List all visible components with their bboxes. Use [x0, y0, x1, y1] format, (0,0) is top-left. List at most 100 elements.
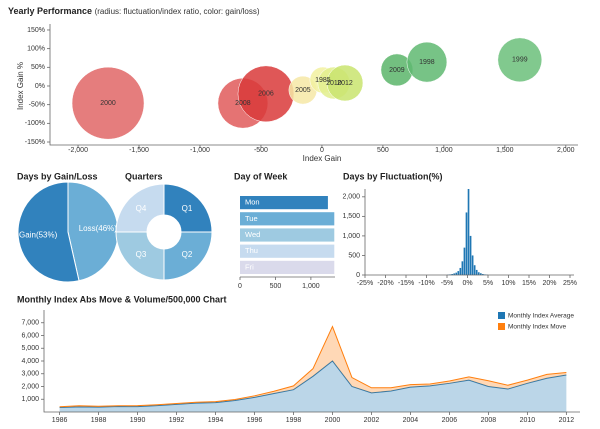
slice-label: Q4 — [136, 204, 147, 213]
x-tick-label: -10% — [418, 280, 434, 287]
y-tick-label: 100% — [27, 45, 45, 52]
hist-bar — [455, 272, 458, 275]
hist-bar — [461, 261, 464, 275]
x-tick-label: 2012 — [559, 417, 575, 424]
y-tick-label: 0% — [35, 83, 45, 90]
hist-bar — [451, 274, 453, 275]
row-bar — [240, 212, 335, 226]
hist-bar — [480, 273, 482, 275]
x-tick-label: 5% — [483, 280, 493, 287]
hist-bar — [453, 273, 455, 275]
title: Yearly Performance — [8, 6, 92, 16]
bubble — [406, 41, 448, 83]
bubble-label: 1985 — [315, 77, 331, 84]
slice — [163, 231, 213, 281]
x-tick-label: 2008 — [481, 417, 497, 424]
x-tick-label: 2,000 — [557, 147, 575, 154]
slice-label: Gain(53%) — [19, 230, 58, 239]
x-tick-label: 2002 — [364, 417, 380, 424]
hist-bar — [477, 272, 480, 275]
bubble — [497, 37, 543, 83]
x-tick-label: -15% — [398, 280, 414, 287]
line — [59, 360, 567, 409]
hist-bar — [467, 189, 470, 275]
y-tick-label: 2,000 — [21, 383, 39, 390]
slice — [115, 231, 165, 281]
hist-bar — [471, 255, 474, 275]
hist-bar — [482, 274, 484, 275]
y-tick-label: 1,500 — [342, 213, 360, 220]
slice-label: Loss(46%) — [79, 224, 118, 233]
y-tick-label: 0 — [356, 272, 360, 279]
x-tick-label: 0% — [462, 280, 472, 287]
legend-label: Monthly Index Move — [508, 324, 567, 331]
row-bar — [240, 244, 335, 258]
chart-title: Monthly Index Abs Move & Volume/500,000 … — [17, 294, 227, 304]
chart-title: Quarters — [125, 171, 163, 181]
axis — [364, 189, 574, 276]
row-label: Fri — [245, 262, 254, 271]
legend-swatch — [498, 312, 505, 319]
bubble — [326, 64, 364, 102]
x-tick-label: 1,500 — [496, 147, 514, 154]
x-tick-label: 1994 — [208, 417, 224, 424]
y-tick-label: -150% — [25, 139, 45, 146]
y-axis-label: Index Gain % — [16, 62, 25, 110]
slice-label: Q1 — [182, 204, 193, 213]
hist-bar — [459, 267, 462, 275]
slice — [17, 181, 80, 283]
line — [59, 325, 567, 408]
x-tick-label: -1,000 — [190, 147, 210, 154]
x-tick-label: 2006 — [442, 417, 458, 424]
bubble-label: 1999 — [512, 57, 528, 64]
x-tick-label: 25% — [563, 280, 577, 287]
row-label: Thu — [245, 246, 258, 255]
axis — [43, 310, 580, 413]
x-tick-label: 1986 — [52, 417, 68, 424]
row-label: Mon — [245, 198, 260, 207]
slice — [115, 183, 165, 233]
hist-bar — [463, 247, 466, 275]
bubble-label: 2000 — [100, 100, 116, 107]
x-tick-label: -5% — [441, 280, 453, 287]
x-tick-label: 1990 — [130, 417, 146, 424]
x-tick-label: 2000 — [325, 417, 341, 424]
bubble-label: 2008 — [235, 100, 251, 107]
x-tick-label: 1996 — [247, 417, 263, 424]
row-label: Wed — [245, 230, 260, 239]
chart-title: Day of Week — [234, 171, 288, 181]
slice — [163, 183, 213, 233]
bubble-label: 2006 — [258, 91, 274, 98]
y-tick-label: 150% — [27, 27, 45, 34]
x-tick-label: 1988 — [91, 417, 107, 424]
x-tick-label: 2010 — [520, 417, 536, 424]
x-tick-label: 1,000 — [302, 283, 320, 290]
x-tick-label: -500 — [254, 147, 268, 154]
x-tick-label: 0 — [238, 283, 242, 290]
chart-title: Days by Fluctuation(%) — [343, 171, 443, 181]
y-tick-label: -100% — [25, 120, 45, 127]
y-tick-label: -50% — [29, 102, 45, 109]
slice-label: Q3 — [136, 250, 147, 259]
slice-label: Q2 — [182, 250, 193, 259]
hist-bar — [465, 212, 468, 275]
row-label: Tue — [245, 214, 258, 223]
x-tick-label: 10% — [501, 280, 515, 287]
x-tick-label: 500 — [270, 283, 282, 290]
bubble-label: 2012 — [337, 80, 353, 87]
x-tick-label: 1998 — [286, 417, 302, 424]
y-tick-label: 3,000 — [21, 371, 39, 378]
chart-title: Yearly Performance (radius: fluctuation/… — [8, 6, 260, 16]
x-tick-label: 1,000 — [435, 147, 453, 154]
y-tick-label: 1,000 — [342, 233, 360, 240]
hist-bar — [469, 235, 472, 275]
y-tick-label: 7,000 — [21, 320, 39, 327]
x-tick-label: -1,500 — [129, 147, 149, 154]
bubble-label: 2005 — [295, 87, 311, 94]
row-bar — [240, 228, 335, 242]
y-tick-label: 2,000 — [342, 194, 360, 201]
bubble — [71, 66, 145, 140]
y-tick-label: 4,000 — [21, 358, 39, 365]
axis — [49, 24, 578, 146]
